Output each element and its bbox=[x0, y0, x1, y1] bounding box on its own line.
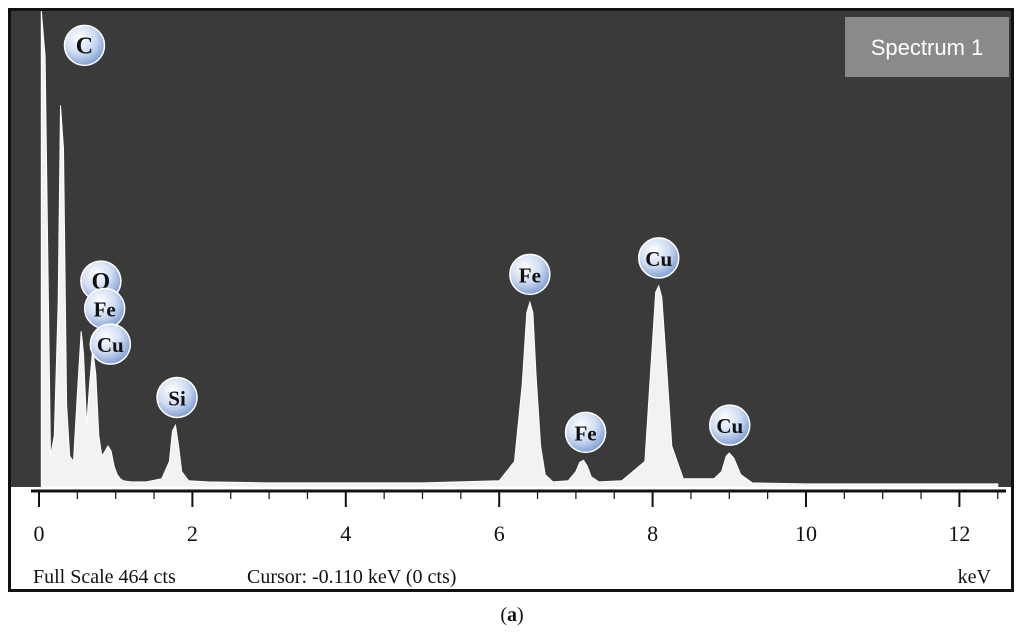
caption-letter: a bbox=[507, 604, 517, 626]
peak-label-cu: Cu bbox=[89, 323, 132, 365]
spectrum-series bbox=[40, 11, 999, 488]
x-tick-label: 2 bbox=[187, 521, 198, 546]
peak-label-text: Fe bbox=[94, 298, 116, 322]
spectrum-title: Spectrum 1 bbox=[871, 35, 984, 60]
peak-label-cu: Cu bbox=[709, 404, 751, 446]
peak-label-fe: Fe bbox=[509, 253, 551, 296]
peak-label-badge bbox=[509, 253, 551, 296]
peak-label-badge bbox=[156, 376, 198, 419]
peak-label-text: Fe bbox=[519, 263, 541, 287]
peak-label-c: C bbox=[63, 24, 106, 67]
peak-label-text: Si bbox=[168, 386, 186, 410]
x-tick-label: 6 bbox=[494, 521, 505, 546]
plot-area bbox=[11, 11, 1011, 487]
peak-label-text: Cu bbox=[97, 333, 124, 357]
x-tick-label: 4 bbox=[340, 521, 351, 546]
cursor-readout: Cursor: -0.110 keV (0 cts) bbox=[247, 566, 456, 588]
x-tick-label: 8 bbox=[647, 521, 658, 546]
peak-label-text: Cu bbox=[645, 247, 672, 271]
peak-label-badge bbox=[709, 404, 751, 446]
peak-label-badge bbox=[637, 237, 680, 279]
peak-label-badge bbox=[564, 411, 607, 454]
figure-caption: (a) bbox=[500, 604, 524, 626]
peak-label-badge bbox=[89, 323, 132, 365]
x-tick-label: 12 bbox=[948, 521, 970, 546]
peak-label-fe: Fe bbox=[564, 411, 607, 454]
peak-label-cu: Cu bbox=[637, 237, 680, 279]
peak-label-fe: Fe bbox=[83, 287, 126, 330]
spectrum-title-box bbox=[845, 17, 1009, 77]
peak-label-badge bbox=[63, 24, 106, 67]
lower-panel bbox=[11, 487, 1011, 589]
peak-label-si: Si bbox=[156, 376, 198, 419]
peak-label-text: Fe bbox=[574, 421, 596, 445]
peak-label-text: C bbox=[76, 33, 93, 59]
x-tick-label: 10 bbox=[795, 521, 817, 546]
peak-label-text: Cu bbox=[716, 414, 743, 438]
full-scale-readout: Full Scale 464 cts bbox=[33, 566, 176, 588]
spectrum-chart: 0 2 4 6 8 10 12 C O Fe Cu Si Fe Fe Cu Cu Spectrum 1 Fu… bbox=[8, 8, 1014, 592]
unit-label: keV bbox=[958, 566, 992, 588]
x-tick-label: 0 bbox=[34, 521, 45, 546]
